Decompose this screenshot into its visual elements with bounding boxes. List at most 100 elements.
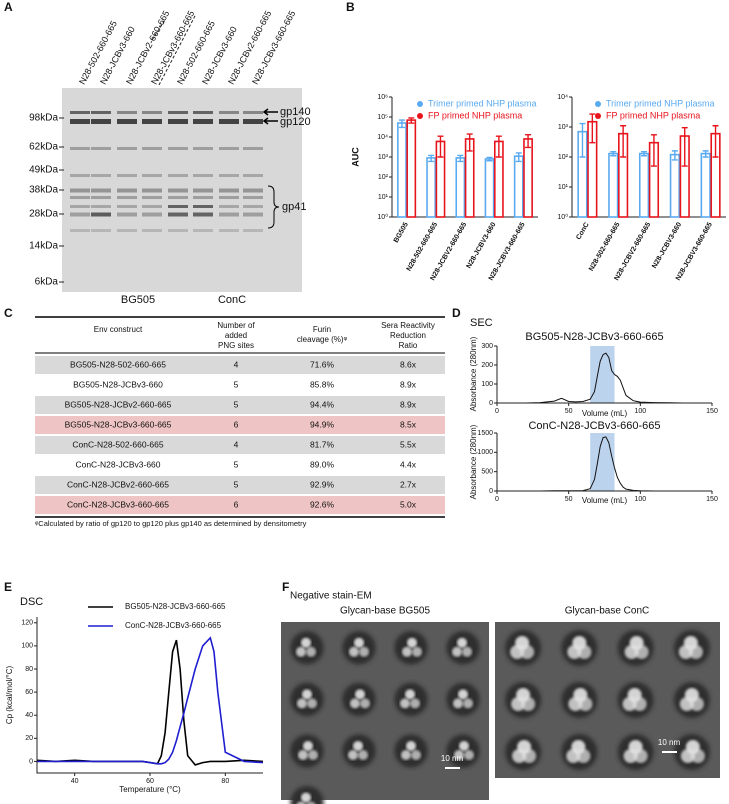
error-bar [702,150,709,158]
y-tick-label: 10⁶ [377,94,388,101]
bar [700,152,711,218]
gel-band [70,205,90,208]
em-particle [306,801,316,804]
em-particle [567,645,582,659]
em-particle [406,740,416,751]
marker-label: 14kDa [29,241,58,252]
lane-label: N28-JCBv2-660-665 [226,9,273,86]
em-particle [510,645,525,659]
em-particle [576,749,591,763]
group-label: BG505 [121,294,155,306]
y-tick-label: 1500 [477,430,493,437]
gel-band [70,196,90,199]
em-particle [296,646,306,657]
table-header: Sera Reactivity Reduction Ratio [381,321,435,350]
table-header: Furin cleavage (%)ᵠ [297,325,348,344]
table-header: Env construct [94,325,143,334]
error-bar [515,152,522,163]
em-title: Negative stain-EM [290,591,372,602]
em-particle [679,697,694,711]
gel-band [243,229,263,232]
table-cell: 85.8% [310,379,335,389]
axis [36,617,263,774]
scale-bar-label: 10 nm [658,738,681,747]
x-tick-label: N28-JCBV3-660 [651,221,683,269]
em-particle [411,749,421,760]
em-particle [632,697,647,711]
em-particle [577,645,592,659]
em-particle [520,645,535,659]
gel-band [142,188,162,193]
axis [496,433,712,492]
band-label: gp41 [282,201,306,213]
gel-band [193,212,213,217]
y-axis-label: Cp (kcal/mol/°C) [5,666,14,725]
x-tick-label: ConC [575,221,590,241]
table-row-bg [35,496,445,514]
gel-band [219,212,239,217]
error-bar [610,151,617,157]
gel-band [168,196,188,199]
error-bar [579,122,586,158]
table-cell: 8.9x [400,399,417,409]
em-particle [402,646,412,657]
error-bar [437,135,444,158]
em-particle [462,646,472,657]
gel-band [117,119,137,124]
y-tick-label: 10³ [558,124,569,131]
y-tick-label: 10² [558,154,569,161]
gel-band [243,205,263,208]
error-bar [712,125,719,158]
em-particle [464,749,474,760]
em-particle [307,698,317,709]
y-tick-label: 10⁵ [377,114,388,121]
table-cell: 8.6x [400,359,417,369]
y-tick-label: 80 [25,666,33,673]
error-bar [457,154,464,163]
gel-band [142,174,162,177]
em-particle [689,697,704,711]
em-particle [301,792,311,803]
em-particle [623,749,638,763]
bar [608,152,619,218]
gel-band [70,174,90,177]
em-particle [355,689,365,700]
bar [397,122,407,218]
table-row-bg [35,476,445,494]
error-bar [641,151,648,157]
gel-band [91,196,111,199]
chart-title: ConC-N28-JCBv3-660-665 [528,420,660,432]
legend-label: ConC-N28-JCBv3-660-665 [125,621,222,630]
em-particle [568,697,583,711]
table-cell: 8.9x [400,379,417,389]
error-bar [525,134,532,149]
table-cell: 6 [234,419,239,429]
marker-label: 98kDa [29,113,58,124]
error-bar [589,113,596,144]
em-particle [522,749,537,763]
gel-band [91,147,111,150]
gel-band [117,147,137,150]
error-bar [495,135,502,158]
y-tick-label: 10⁴ [557,94,568,101]
legend-swatch [417,101,423,107]
error-bar [671,150,678,161]
gel-band [243,196,263,199]
table-cell: BG505-N28-502-660-665 [70,359,166,369]
em-particle [407,637,417,648]
gel-band [243,119,263,124]
brace [267,185,280,229]
em-halo [394,682,428,717]
em-halo [342,734,376,768]
error-bar [650,134,657,167]
gel-band [168,212,188,217]
x-tick-label: 100 [634,496,646,503]
gel-band [168,188,188,193]
error-bar [466,133,473,152]
error-bar [408,117,415,124]
table-row-bg [35,456,445,474]
gel-band [91,188,111,193]
em-particle [566,749,581,763]
gel-band [193,196,213,199]
